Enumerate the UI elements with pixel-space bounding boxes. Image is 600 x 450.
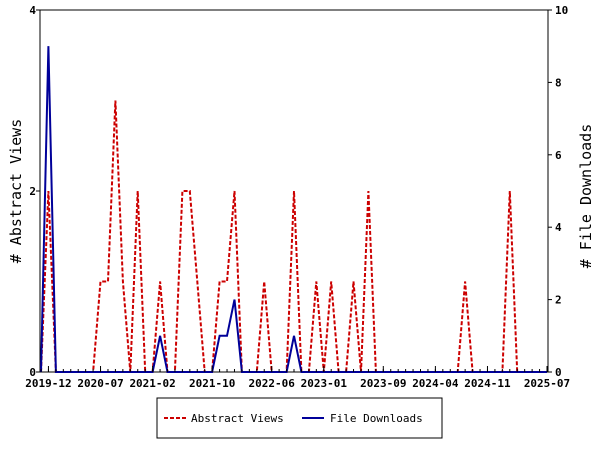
series-layer xyxy=(40,46,547,373)
x-tick-label: 2023-09 xyxy=(360,377,406,390)
y-axis-right: 0 2 4 6 8 10 xyxy=(548,4,568,379)
x-tick-label: 2021-10 xyxy=(189,377,235,390)
x-tick-label: 2020-07 xyxy=(77,377,123,390)
y2-tick-label: 6 xyxy=(555,149,562,162)
y2-tick-label: 0 xyxy=(555,366,562,379)
y2-axis-title: # File Downloads xyxy=(577,124,595,269)
y2-tick-label: 8 xyxy=(555,76,562,89)
y-axis-left: 0 2 4 xyxy=(29,4,40,379)
x-tick-label: 2019-12 xyxy=(25,377,71,390)
legend-box xyxy=(156,397,443,439)
x-axis: 2019-12 2020-07 2021-02 2021-10 2022-06 2023-… xyxy=(25,366,570,390)
y-tick-label: 2 xyxy=(29,185,36,198)
y-tick-label: 0 xyxy=(29,366,36,379)
x-tick-label: 2021-02 xyxy=(129,377,175,390)
y2-tick-label: 10 xyxy=(555,4,568,17)
y-axis-title: # Abstract Views xyxy=(7,119,25,264)
y2-tick-label: 2 xyxy=(555,294,562,307)
series-line-file-downloads xyxy=(40,46,547,373)
x-tick-label: 2023-01 xyxy=(301,377,348,390)
legend: Abstract Views File Downloads xyxy=(156,397,443,439)
y-tick-label: 4 xyxy=(29,4,36,17)
x-tick-label: 2025-07 xyxy=(524,377,570,390)
legend-label-abstract-views: Abstract Views xyxy=(191,412,284,425)
x-tick-label: 2024-11 xyxy=(464,377,511,390)
x-tick-label: 2022-06 xyxy=(248,377,295,390)
x-tick-label: 2024-04 xyxy=(412,377,459,390)
y2-tick-label: 4 xyxy=(555,221,562,234)
series-line-abstract-views xyxy=(40,100,547,373)
legend-label-file-downloads: File Downloads xyxy=(330,412,423,425)
